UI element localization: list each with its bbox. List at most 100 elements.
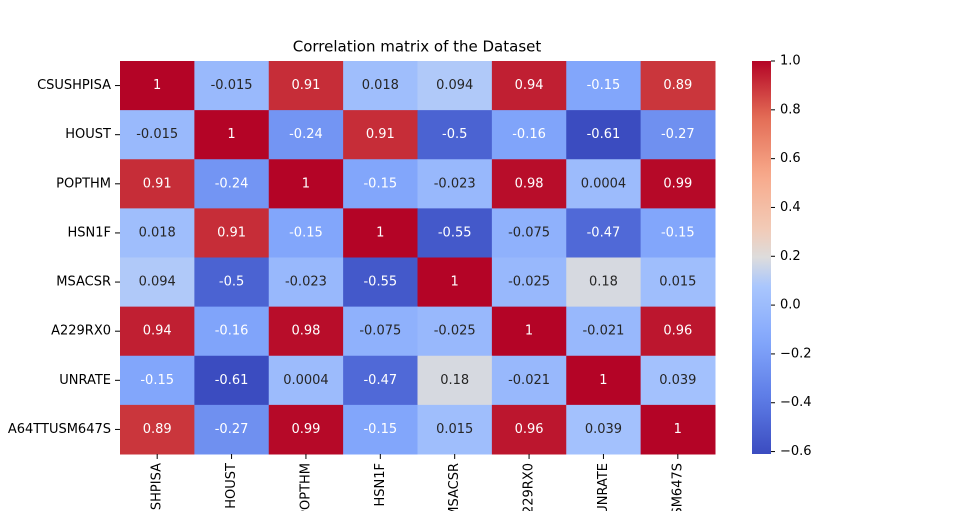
heatmap-cell [640, 208, 716, 258]
heatmap-cell [194, 355, 270, 406]
heatmap-cell [120, 61, 195, 111]
heatmap-cell [120, 355, 195, 406]
heatmap-cell [417, 208, 493, 258]
heatmap-cell [120, 159, 195, 209]
cell-label: -0.55 [438, 225, 472, 240]
x-tick-label: UNRATE [596, 463, 611, 511]
heatmap-cell [194, 110, 270, 160]
cell-label: 0.94 [143, 324, 172, 339]
cell-label: 0.18 [440, 373, 469, 388]
heatmap-cell [343, 306, 418, 357]
cell-label: 1 [302, 176, 310, 191]
heatmap-cell [268, 110, 344, 160]
y-tick-label: POPTHM [56, 176, 111, 191]
cell-label: 1 [451, 275, 459, 290]
heatmap-cell [268, 306, 344, 357]
cell-label: 0.91 [217, 225, 246, 240]
colorbar-tick-label: 1.0 [780, 54, 801, 69]
heatmap-cell [343, 404, 418, 455]
cell-label: -0.16 [215, 324, 249, 339]
heatmap-cell [120, 110, 195, 160]
heatmap-cell [268, 355, 344, 406]
cell-label: 0.96 [663, 324, 692, 339]
heatmap-cell [566, 110, 642, 160]
colorbar-tick-label: −0.2 [780, 346, 812, 361]
cell-label: 0.0004 [581, 176, 627, 191]
cell-label: -0.15 [363, 422, 397, 437]
cell-label: 0.89 [143, 422, 172, 437]
heatmap-cell [491, 61, 567, 111]
heatmap-cell [343, 355, 418, 406]
heatmap-cell [268, 159, 344, 209]
heatmap-cell [194, 306, 270, 357]
colorbar-tick-label: −0.6 [780, 444, 812, 459]
cell-label: -0.015 [136, 127, 178, 142]
heatmap-cell [566, 355, 642, 406]
heatmap-cell [491, 355, 567, 406]
cell-label: 0.18 [589, 275, 618, 290]
heatmap-cell [343, 110, 418, 160]
y-tick-label: HOUST [65, 127, 111, 142]
cell-label: 0.96 [515, 422, 544, 437]
y-tick-label: CSUSHPISA [37, 78, 111, 93]
heatmap-cell [417, 61, 493, 111]
cell-label: 1 [525, 324, 533, 339]
heatmap-cell [343, 208, 418, 258]
cell-label: -0.015 [211, 78, 253, 93]
heatmap-cell [640, 61, 716, 111]
cell-label: -0.15 [587, 78, 621, 93]
cell-label: 0.018 [139, 225, 176, 240]
x-tick-label: MSACSR [447, 463, 462, 511]
colorbar [752, 61, 771, 454]
heatmap-cell [491, 110, 567, 160]
cell-label: -0.47 [363, 373, 397, 388]
cell-label: 0.018 [362, 78, 399, 93]
heatmap-cell [194, 257, 270, 308]
cell-label: 1 [153, 78, 161, 93]
cell-label: -0.025 [508, 275, 550, 290]
y-tick-label: MSACSR [56, 275, 111, 290]
cell-label: 0.91 [291, 78, 320, 93]
heatmap-cell [417, 110, 493, 160]
x-tick-label: A229RX0 [522, 463, 537, 511]
cell-label: -0.15 [140, 373, 174, 388]
heatmap-cell [120, 306, 195, 357]
cell-label: -0.55 [363, 275, 397, 290]
cell-label: -0.24 [215, 176, 249, 191]
colorbar-tick-label: 0.4 [780, 200, 801, 215]
x-tick-label: HOUST [224, 463, 239, 509]
heatmap-cell [343, 257, 418, 308]
cell-label: 0.98 [291, 324, 320, 339]
heatmap-cell [417, 257, 493, 308]
heatmap-cell [566, 306, 642, 357]
heatmap-cell [566, 159, 642, 209]
cell-label: -0.021 [508, 373, 550, 388]
heatmap-cell [120, 257, 195, 308]
cell-label: 0.94 [515, 78, 544, 93]
cell-label: -0.15 [661, 225, 695, 240]
x-tick-label: CSUSHPISA [150, 463, 165, 511]
x-tick-label: HSN1F [373, 463, 388, 507]
colorbar-tick-label: 0.2 [780, 249, 801, 264]
cell-label: -0.61 [215, 373, 249, 388]
cell-label: -0.5 [442, 127, 467, 142]
heatmap-cell [566, 257, 642, 308]
heatmap-cell [343, 61, 418, 111]
heatmap-cell [566, 61, 642, 111]
heatmap-cell [268, 208, 344, 258]
cell-label: 0.015 [659, 275, 696, 290]
cell-label: -0.15 [289, 225, 323, 240]
y-tick-label: A229RX0 [51, 324, 111, 339]
cell-label: -0.5 [219, 275, 244, 290]
heatmap-cell [343, 159, 418, 209]
cell-label: 0.89 [663, 78, 692, 93]
heatmap-cell [491, 159, 567, 209]
heatmap-cell [640, 110, 716, 160]
heatmap-cell [194, 404, 270, 455]
cell-label: 1 [376, 225, 384, 240]
x-tick-label: A64TTUSM647S [670, 463, 685, 511]
heatmap-cell [194, 159, 270, 209]
heatmap-cell [640, 257, 716, 308]
